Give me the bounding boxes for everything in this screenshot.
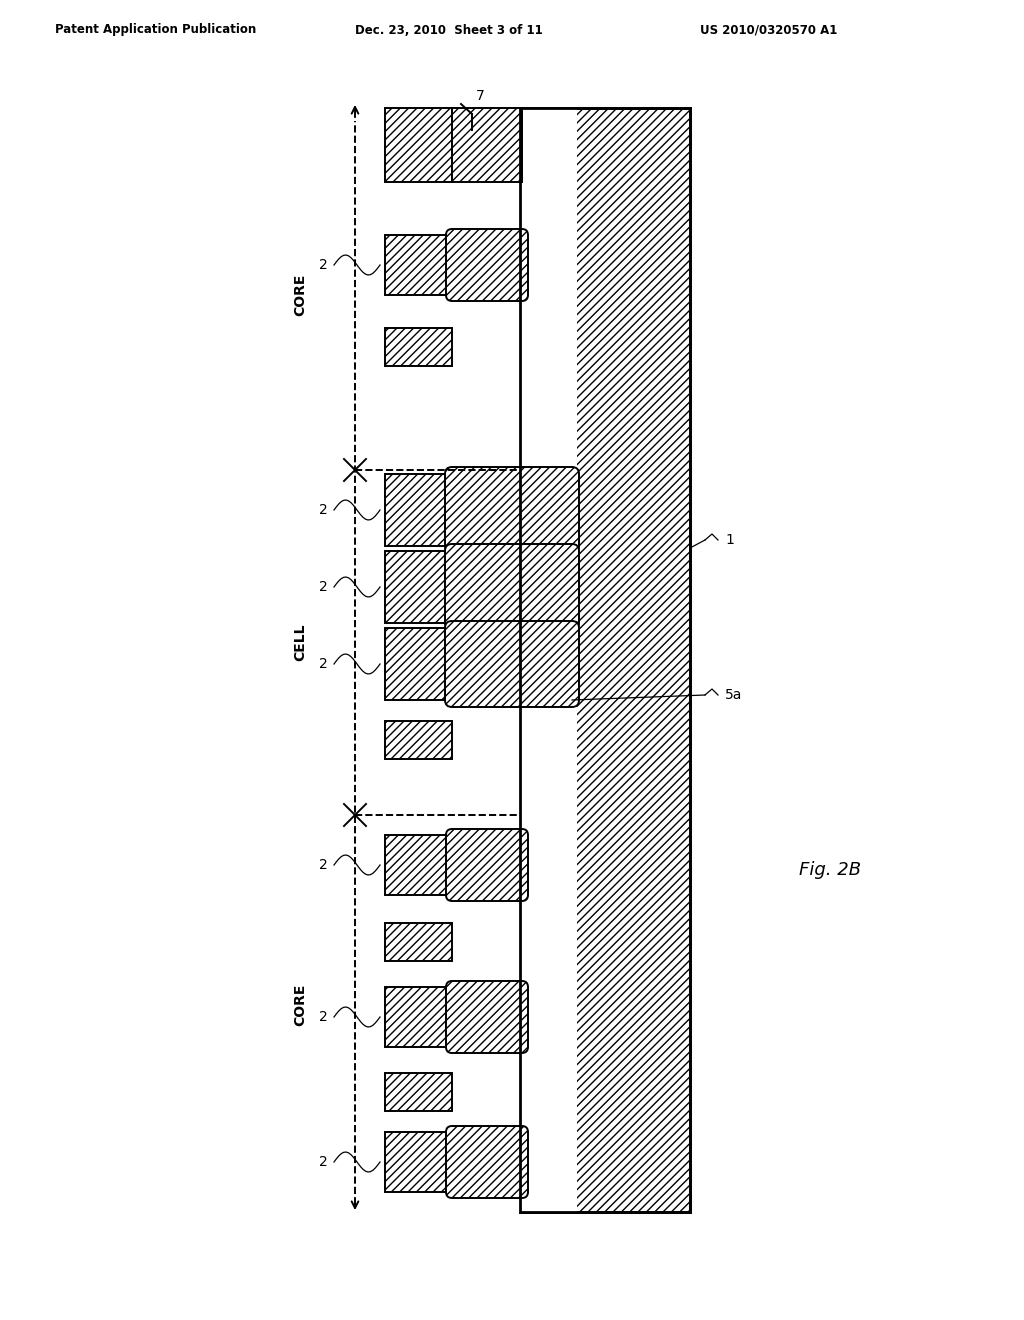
Bar <box>385 108 452 182</box>
Text: 2: 2 <box>319 579 328 594</box>
FancyBboxPatch shape <box>446 1126 528 1199</box>
FancyBboxPatch shape <box>446 228 528 301</box>
Bar <box>385 923 452 961</box>
Bar <box>385 550 452 623</box>
Text: Fig. 2B: Fig. 2B <box>799 861 861 879</box>
Text: 2: 2 <box>319 503 328 517</box>
Text: 2: 2 <box>319 257 328 272</box>
Bar <box>385 987 452 1047</box>
Bar <box>520 108 690 1212</box>
Text: 1: 1 <box>725 533 734 546</box>
Text: Dec. 23, 2010  Sheet 3 of 11: Dec. 23, 2010 Sheet 3 of 11 <box>355 24 543 37</box>
Bar <box>385 628 452 700</box>
Bar <box>385 1133 452 1192</box>
Text: US 2010/0320570 A1: US 2010/0320570 A1 <box>700 24 838 37</box>
Bar <box>385 474 452 546</box>
Text: 2: 2 <box>319 1010 328 1024</box>
FancyBboxPatch shape <box>446 829 528 902</box>
Bar <box>452 108 522 182</box>
Text: 2: 2 <box>319 858 328 873</box>
FancyBboxPatch shape <box>445 620 579 708</box>
Text: 2: 2 <box>319 1155 328 1170</box>
FancyBboxPatch shape <box>445 467 579 553</box>
FancyBboxPatch shape <box>445 544 579 630</box>
Bar <box>385 836 452 895</box>
Text: CELL: CELL <box>293 624 307 661</box>
Bar <box>385 235 452 294</box>
Text: 2: 2 <box>319 657 328 671</box>
Text: 5a: 5a <box>725 688 742 702</box>
Text: 7: 7 <box>476 88 484 103</box>
Bar <box>520 108 690 1212</box>
FancyBboxPatch shape <box>446 981 528 1053</box>
Bar <box>385 721 452 759</box>
Text: CORE: CORE <box>293 983 307 1026</box>
Text: CORE: CORE <box>293 273 307 317</box>
Bar <box>385 327 452 366</box>
Text: Patent Application Publication: Patent Application Publication <box>55 24 256 37</box>
Bar <box>385 1073 452 1111</box>
Bar <box>380 108 577 1212</box>
